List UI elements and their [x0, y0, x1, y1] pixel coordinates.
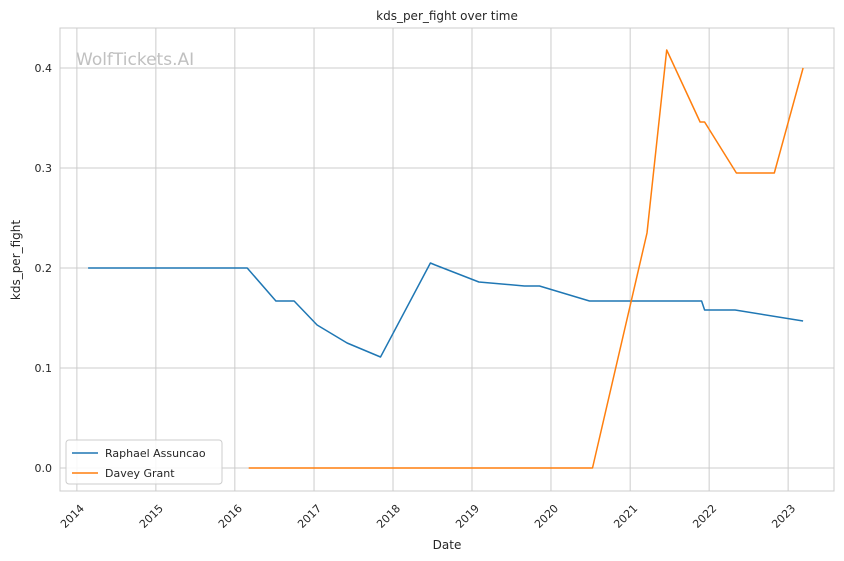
x-tick-labels: 2014 2015 2016 2017 2018 2019 2020 2021 2022 2023: [58, 502, 798, 531]
y-tick-label: 0.2: [35, 262, 53, 275]
x-tick-label: 2021: [611, 502, 640, 531]
y-tick-label: 0.4: [35, 62, 53, 75]
x-axis-title: Date: [433, 538, 462, 552]
y-tick-label: 0.0: [35, 462, 53, 475]
y-tick-labels: 0.0 0.1 0.2 0.3 0.4: [35, 62, 53, 475]
plot-area: [60, 28, 834, 491]
series-layer: [88, 49, 804, 469]
watermark: WolfTickets.AI: [76, 50, 194, 70]
legend: Raphael Assuncao Davey Grant: [65, 439, 223, 485]
x-tick-label: 2017: [295, 502, 324, 531]
x-tick-label: 2022: [690, 502, 719, 531]
x-tick-label: 2016: [216, 502, 245, 531]
x-tick-label: 2020: [532, 502, 561, 531]
legend-label: Davey Grant: [105, 467, 175, 480]
series-line-1: [248, 49, 804, 469]
legend-label: Raphael Assuncao: [105, 447, 206, 460]
x-tick-label: 2023: [769, 502, 798, 531]
x-tick-label: 2019: [453, 502, 482, 531]
y-axis-title: kds_per_fight: [9, 220, 23, 301]
grid: [60, 28, 834, 491]
x-tick-label: 2014: [58, 502, 87, 531]
y-tick-label: 0.1: [35, 362, 53, 375]
x-tick-label: 2018: [374, 502, 403, 531]
x-tick-label: 2015: [137, 502, 166, 531]
plot-frame: [59, 27, 835, 492]
legend-box: [65, 439, 223, 485]
series-line-0: [88, 262, 804, 358]
chart-title: kds_per_fight over time: [376, 9, 518, 23]
y-tick-label: 0.3: [35, 162, 53, 175]
